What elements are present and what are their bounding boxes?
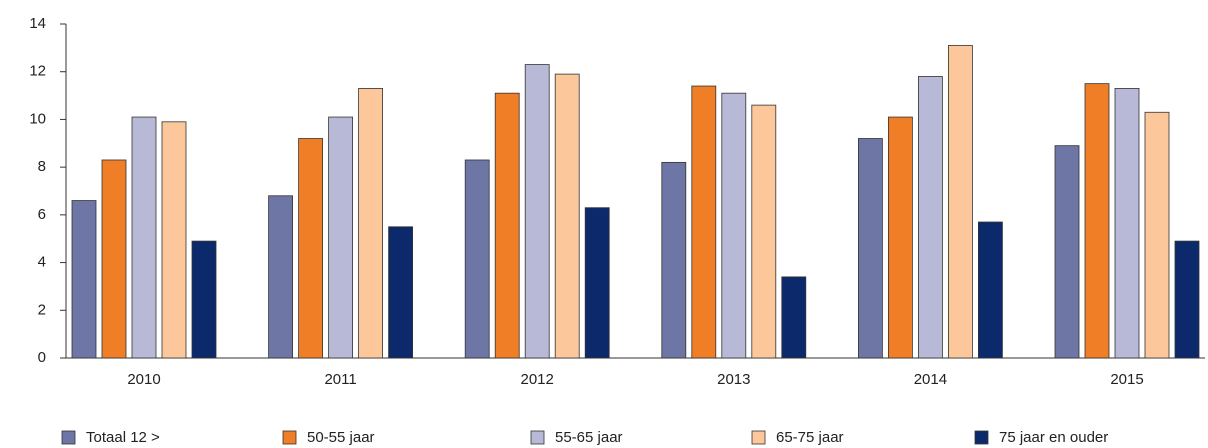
bar bbox=[131, 116, 157, 359]
y-tick-label: 12 bbox=[29, 63, 46, 80]
bar bbox=[1114, 88, 1140, 359]
legend-swatch bbox=[282, 430, 297, 445]
legend-label: 55-65 jaar bbox=[555, 429, 623, 446]
x-tick-label: 2014 bbox=[914, 371, 947, 388]
y-tick-label: 2 bbox=[38, 301, 46, 318]
bar bbox=[751, 104, 777, 359]
bar bbox=[388, 226, 414, 359]
bar bbox=[524, 64, 550, 359]
x-tick-label: 2012 bbox=[521, 371, 554, 388]
bar bbox=[328, 116, 354, 359]
bar bbox=[101, 159, 127, 359]
legend-label: 65-75 jaar bbox=[776, 429, 844, 446]
y-tick-label: 14 bbox=[29, 15, 46, 32]
bar bbox=[494, 92, 520, 359]
y-tick-label: 6 bbox=[38, 206, 46, 223]
bar bbox=[978, 221, 1003, 359]
legend-label: Totaal 12 > bbox=[86, 429, 160, 446]
bar bbox=[721, 92, 747, 359]
legend-swatch bbox=[751, 430, 766, 445]
bar bbox=[191, 240, 217, 359]
bar bbox=[661, 161, 687, 359]
bar bbox=[948, 45, 973, 359]
legend-label: 50-55 jaar bbox=[307, 429, 375, 446]
bar bbox=[161, 121, 187, 359]
bar bbox=[554, 73, 580, 359]
x-tick-label: 2013 bbox=[717, 371, 750, 388]
legend-swatch bbox=[61, 430, 76, 445]
bar bbox=[691, 85, 717, 359]
x-tick-label: 2010 bbox=[127, 371, 160, 388]
y-tick-label: 8 bbox=[38, 158, 46, 175]
y-tick-label: 10 bbox=[29, 110, 46, 127]
bar bbox=[1084, 83, 1110, 359]
bar bbox=[358, 88, 384, 359]
bar bbox=[464, 159, 490, 359]
bar bbox=[1144, 111, 1170, 359]
bar bbox=[298, 138, 324, 359]
legend-swatch bbox=[974, 430, 989, 445]
bar bbox=[918, 76, 943, 359]
legend-swatch bbox=[530, 430, 545, 445]
bar bbox=[888, 116, 913, 359]
bar bbox=[268, 195, 294, 359]
bar bbox=[584, 207, 610, 359]
bar bbox=[858, 138, 883, 359]
x-tick-label: 2011 bbox=[324, 371, 356, 388]
bar bbox=[781, 276, 807, 359]
bar bbox=[71, 200, 97, 359]
y-tick-label: 0 bbox=[38, 349, 46, 366]
x-tick-label: 2015 bbox=[1110, 371, 1143, 388]
bar bbox=[1054, 145, 1080, 359]
y-tick-label: 4 bbox=[38, 254, 46, 271]
bar bbox=[1174, 240, 1200, 359]
legend-label: 75 jaar en ouder bbox=[999, 429, 1108, 446]
